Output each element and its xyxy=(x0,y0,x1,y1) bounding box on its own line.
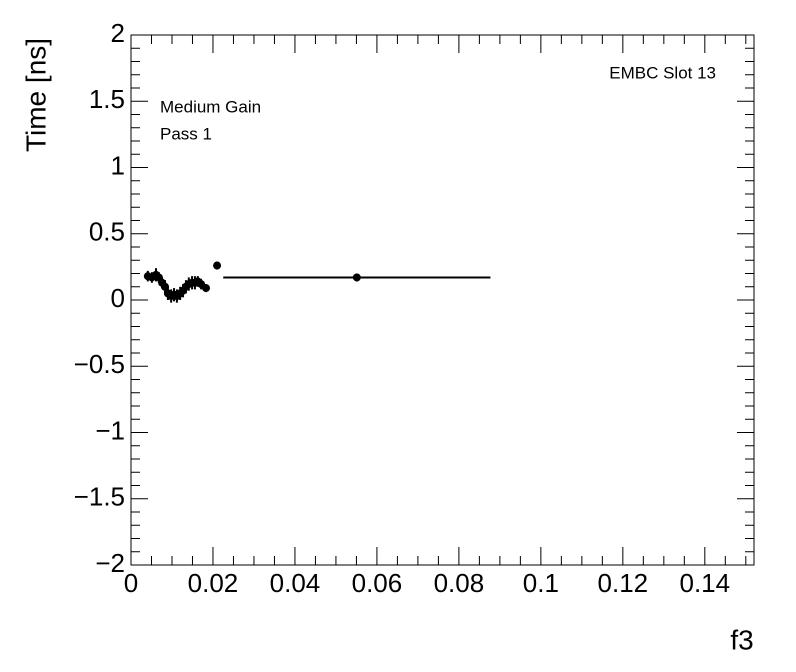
y-tick-label: −1 xyxy=(95,415,125,445)
x-tick-label: 0.04 xyxy=(270,568,321,598)
point xyxy=(202,284,211,293)
y-tick-label: −0.5 xyxy=(74,349,125,379)
x-tick-label: 0.14 xyxy=(680,568,731,598)
y-tick-label: 2 xyxy=(111,18,125,48)
y-tick-label: 1.5 xyxy=(89,84,125,114)
x-axis-label: f3 xyxy=(730,624,753,655)
x-tick-label: 0.02 xyxy=(188,568,239,598)
x-tick-label: 0 xyxy=(124,568,138,598)
annotation: Pass 1 xyxy=(160,124,212,143)
y-tick-label: −2 xyxy=(95,548,125,578)
point xyxy=(213,261,222,270)
point xyxy=(352,273,361,282)
y-tick-label: 1 xyxy=(111,150,125,180)
annotation: EMBC Slot 13 xyxy=(609,63,716,82)
x-tick-label: 0.06 xyxy=(352,568,403,598)
y-tick-label: 0 xyxy=(111,283,125,313)
y-axis-label: Time [ns] xyxy=(20,38,51,152)
y-tick-label: −1.5 xyxy=(74,482,125,512)
annotation: Medium Gain xyxy=(160,97,261,116)
x-tick-label: 0.1 xyxy=(523,568,559,598)
y-tick-label: 0.5 xyxy=(89,217,125,247)
x-tick-label: 0.08 xyxy=(434,568,485,598)
x-tick-label: 0.12 xyxy=(598,568,649,598)
